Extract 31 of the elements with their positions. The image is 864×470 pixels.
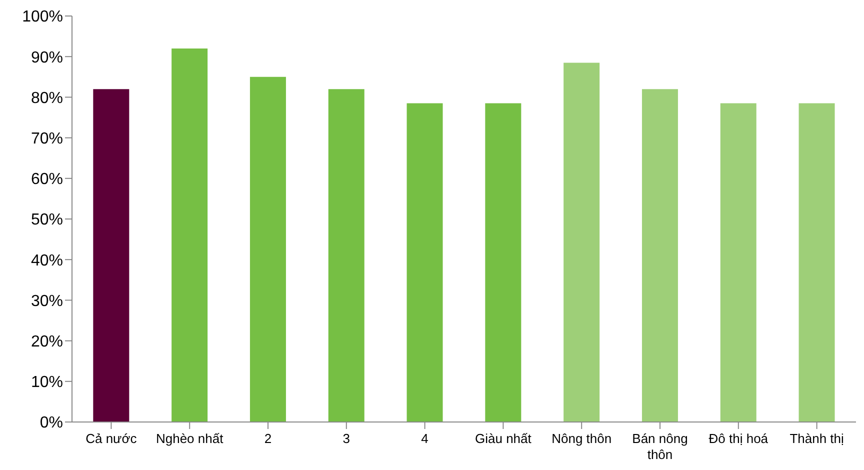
x-tick-label: Nghèo nhất [156, 431, 224, 446]
x-tick-label: 2 [264, 431, 272, 446]
y-tick-label: 100% [22, 8, 63, 26]
bar [564, 62, 600, 422]
y-tick-label: 30% [30, 292, 63, 310]
x-tick-label: Giàu nhất [475, 431, 532, 446]
x-tick-label: Cả nước [86, 431, 138, 446]
x-tick-label: 3 [342, 431, 350, 446]
bar [172, 48, 208, 422]
y-tick-label: 10% [30, 374, 63, 392]
y-tick-label: 80% [30, 90, 63, 107]
x-tick-label: 4 [421, 431, 428, 446]
bar [642, 89, 678, 422]
bar [93, 89, 130, 422]
y-tick-label: 60% [30, 171, 63, 188]
bar [328, 89, 364, 422]
bar [720, 103, 756, 422]
y-tick-label: 90% [30, 49, 63, 66]
y-tick-label: 0% [40, 414, 63, 432]
x-tick-label: Nông thôn [552, 431, 612, 446]
y-tick-label: 70% [30, 130, 63, 148]
x-tick-label: Đô thị hoá [708, 431, 769, 446]
y-tick-label: 20% [30, 333, 63, 350]
bar [485, 103, 522, 422]
x-tick-label: Thành thị [790, 431, 844, 446]
bar [250, 76, 286, 422]
bar [798, 103, 835, 422]
bar [406, 103, 443, 422]
y-tick-label: 50% [30, 212, 63, 229]
x-tick-label: Bán nông thôn [632, 431, 688, 462]
y-tick-label: 40% [30, 252, 63, 270]
